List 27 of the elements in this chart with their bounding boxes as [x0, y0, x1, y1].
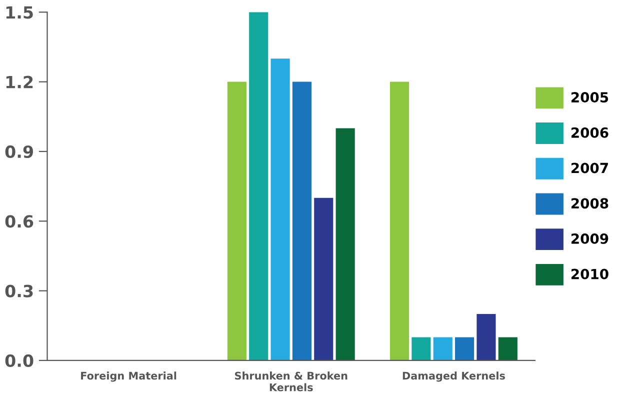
bar: [433, 337, 452, 360]
x-tick-label: Damaged Kernels: [402, 372, 505, 382]
bar: [412, 337, 431, 360]
bar: [292, 82, 312, 360]
y-tick-label: 1.5: [6, 6, 33, 19]
legend-label: 2005: [571, 92, 608, 103]
bar: [249, 12, 268, 360]
bar: [336, 128, 355, 360]
y-tick-label: 0.6: [5, 215, 34, 228]
y-tick-label: 1.2: [6, 76, 33, 88]
legend-label: 2010: [571, 268, 608, 280]
y-tick-label: 0.0: [5, 354, 34, 368]
bar: [227, 82, 246, 360]
x-tick-label: Foreign Material: [81, 372, 176, 382]
y-tick-label: 0.3: [5, 284, 33, 298]
legend-label: 2008: [571, 198, 608, 209]
legend-label: 2009: [571, 233, 608, 244]
bar: [476, 314, 496, 360]
bar: [270, 58, 290, 360]
legend-label: 2007: [571, 162, 608, 174]
bar: [455, 337, 474, 360]
legend-label: 2006: [571, 127, 608, 138]
y-tick-label: 0.9: [5, 145, 33, 158]
x-tick-label: Shrunken & Broken Kernels: [235, 372, 348, 392]
bar: [498, 337, 518, 360]
bar: [390, 82, 410, 360]
bar: [314, 198, 334, 360]
